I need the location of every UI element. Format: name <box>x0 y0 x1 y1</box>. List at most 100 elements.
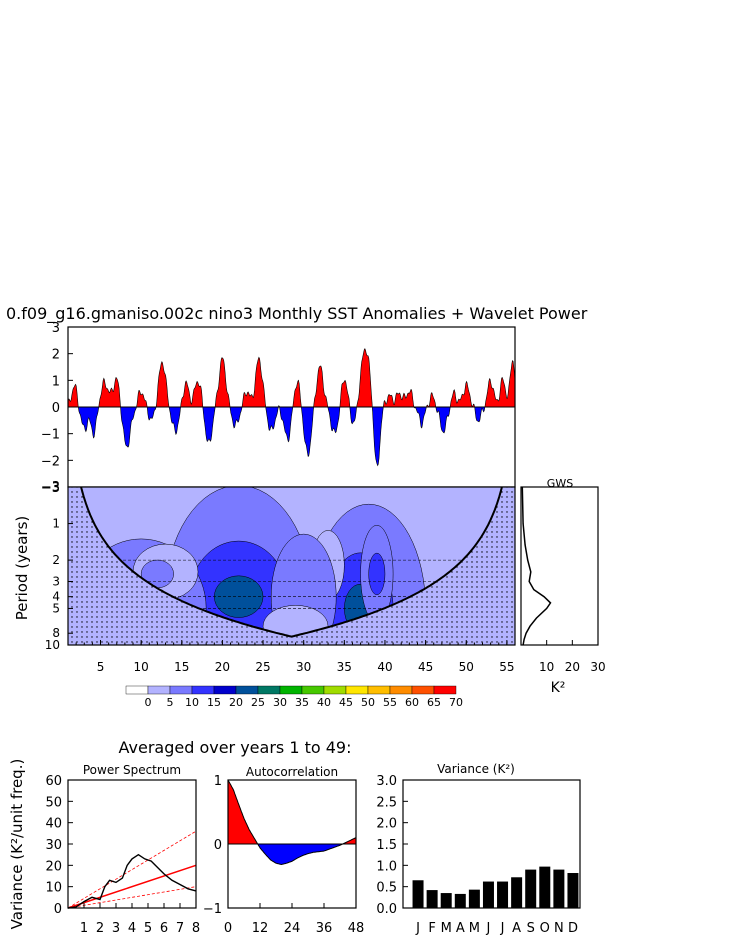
anomaly-panel: 3 2 1 0 −1 −2 −3 <box>41 321 516 496</box>
colorbar-label: 0 <box>145 696 152 709</box>
ps-ytick-label: 20 <box>45 859 62 874</box>
ac-ytick-label: 0 <box>214 838 222 853</box>
colorbar-swatch <box>191 685 215 695</box>
gws-title: GWS <box>547 477 573 490</box>
ac-line <box>227 779 357 866</box>
ps-xtick-label: 1 <box>80 921 88 936</box>
variance-xtick-label: M <box>469 921 480 936</box>
ps-xtick-label: 2 <box>96 921 104 936</box>
colorbar-label: 30 <box>273 696 287 709</box>
colorbar-swatch <box>433 685 457 695</box>
variance-xtick-label: A <box>512 921 521 936</box>
anomaly-ytick-label: 3 <box>52 321 60 336</box>
wavelet-contour <box>368 552 386 596</box>
variance-xtick-label: O <box>540 921 550 936</box>
ac-xtick-label: 24 <box>284 921 301 936</box>
colorbar-swatch <box>169 685 193 695</box>
colorbar-swatch <box>323 685 347 695</box>
ac-xtick-label: 12 <box>252 921 269 936</box>
wavelet-top-label: −3 <box>41 480 60 495</box>
anomaly-line <box>68 348 515 467</box>
variance-xtick-label: S <box>527 921 535 936</box>
colorbar-swatch <box>367 685 391 695</box>
colorbar-label: 45 <box>339 696 353 709</box>
ps-ytick-label: 0 <box>54 902 62 917</box>
wavelet-ytick-label: 8 <box>52 626 60 640</box>
variance-bar <box>511 877 523 908</box>
gws-xlabel: K² <box>551 680 566 696</box>
ps-ytick-label: 50 <box>45 795 62 810</box>
wavelet-xtick-label: 50 <box>459 660 474 674</box>
colorbar-label: 25 <box>251 696 265 709</box>
gws-panel: GWS 10 20 30 K² <box>520 477 606 696</box>
colorbar-label: 70 <box>449 696 463 709</box>
anomaly-ytick-label: −3 <box>41 481 60 496</box>
variance-ytick-label: 0.0 <box>376 902 397 917</box>
wavelet-xtick-label: 20 <box>215 660 230 674</box>
colorbar-label: 65 <box>427 696 441 709</box>
colorbar-label: 50 <box>361 696 375 709</box>
wavelet-xtick-label: 45 <box>418 660 433 674</box>
ps-red-noise-lower <box>67 886 197 909</box>
variance-xtick-label: N <box>554 921 564 936</box>
variance-ytick-label: 3.0 <box>376 774 397 789</box>
anomaly-ytick-label: 1 <box>52 374 60 389</box>
ac-ytick-label: 1 <box>214 774 222 789</box>
anomaly-ytick-label: −2 <box>41 454 60 469</box>
colorbar-swatch <box>235 685 259 695</box>
wavelet-ytick-label: 4 <box>52 590 60 604</box>
ps-ytick-label: 30 <box>45 838 62 853</box>
variance-ytick-label: 2.5 <box>376 795 397 810</box>
ps-red-noise-upper <box>67 830 197 909</box>
colorbar-label: 20 <box>229 696 243 709</box>
variance-xtick-label: A <box>456 921 465 936</box>
colorbar-label: 40 <box>317 696 331 709</box>
gws-xtick-label: 10 <box>539 660 554 674</box>
variance-bar <box>553 869 565 908</box>
colorbar-label: 5 <box>167 696 174 709</box>
colorbar-swatch <box>389 685 413 695</box>
variance-xtick-label: J <box>500 921 505 936</box>
variance-panel: Variance (K²) J F M A M J J A S O N D3.02.52.01.51.… <box>376 762 581 936</box>
ps-red-noise <box>67 864 197 909</box>
variance-bar <box>454 893 466 908</box>
ps-ytick-label: 60 <box>45 774 62 789</box>
variance-ytick-label: 1.0 <box>376 859 397 874</box>
wavelet-ytick-label: 2 <box>52 553 60 567</box>
wavelet-ytick-label: 3 <box>52 575 60 589</box>
colorbar-label: 35 <box>295 696 309 709</box>
colorbar-label: 10 <box>185 696 199 709</box>
ac-negative-area <box>228 844 356 865</box>
wavelet-ytick-label: 1 <box>52 517 60 531</box>
wavelet-ytick-label: 10 <box>45 638 60 652</box>
wavelet-xtick-label: 55 <box>499 660 514 674</box>
wavelet-ylabel: Period (years) <box>13 516 31 621</box>
wavelet-xtick-label: 30 <box>296 660 311 674</box>
gws-xtick-label: 30 <box>590 660 605 674</box>
variance-ytick-label: 1.5 <box>376 838 397 853</box>
variance-bar <box>426 890 438 908</box>
ps-xtick-label: 6 <box>160 921 168 936</box>
variance-bar <box>497 881 509 908</box>
colorbar: 0 5 10 15 20 25 30 35 40 45 50 55 60 65 70 <box>125 685 463 709</box>
ac-xtick-label: 36 <box>316 921 333 936</box>
var-title: Variance (K²) <box>437 762 515 776</box>
wavelet-ytick-label: 5 <box>52 601 60 615</box>
variance-ytick-label: 0.5 <box>376 881 397 896</box>
ps-title: Power Spectrum <box>83 763 181 777</box>
figure-title: 0.f09_g16.gmaniso.002c nino3 Monthly SST… <box>6 304 588 324</box>
anomaly-ytick-label: −1 <box>41 428 60 443</box>
variance-ytick-label: 2.0 <box>376 817 397 832</box>
wavelet-xtick-label: 25 <box>255 660 270 674</box>
colorbar-swatch <box>301 685 325 695</box>
colorbar-swatch <box>279 685 303 695</box>
ps-xtick-label: 5 <box>144 921 152 936</box>
colorbar-label: 15 <box>207 696 221 709</box>
wavelet-xtick-label: 40 <box>377 660 392 674</box>
colorbar-label: 55 <box>383 696 397 709</box>
variance-xtick-label: M <box>441 921 452 936</box>
colorbar-swatch <box>257 685 281 695</box>
ac-title: Autocorrelation <box>246 765 338 779</box>
